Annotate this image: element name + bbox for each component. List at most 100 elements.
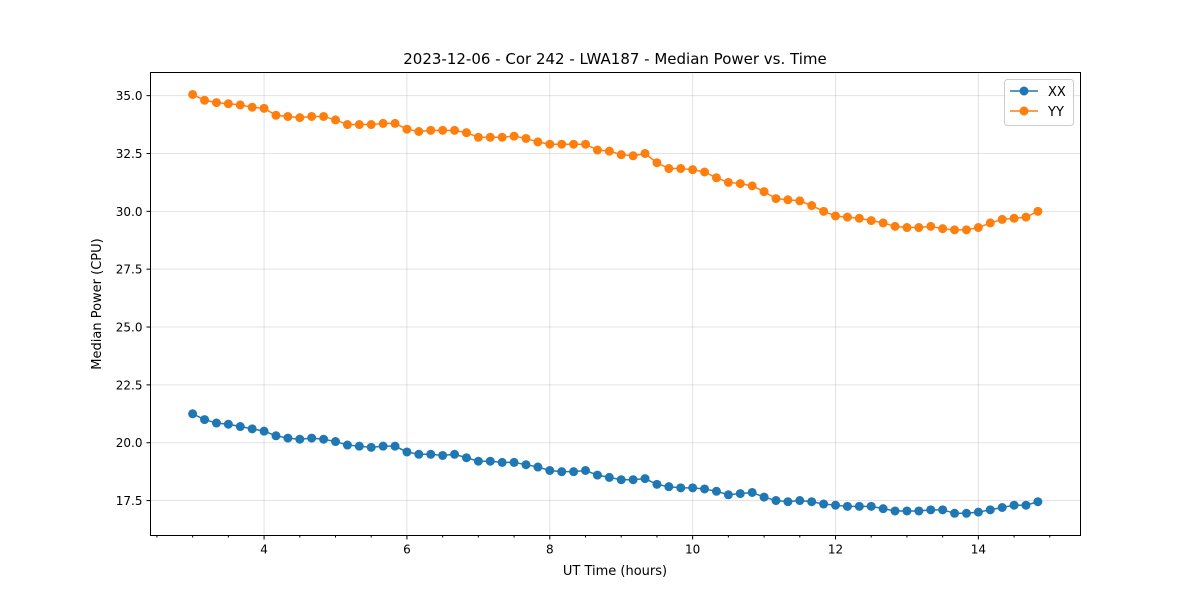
data-point-yy (473, 132, 483, 142)
y-tick-label: 22.5 (116, 378, 143, 392)
data-point-yy (759, 187, 769, 197)
data-point-yy (378, 118, 388, 128)
legend-label-yy: YY (1047, 105, 1064, 120)
data-point-yy (366, 120, 376, 130)
legend-label-xx: XX (1048, 85, 1066, 100)
data-point-yy (604, 146, 614, 156)
data-point-yy (426, 125, 436, 135)
data-point-xx (581, 465, 591, 475)
data-point-xx (854, 501, 864, 511)
data-point-xx (985, 505, 995, 515)
series-xx (188, 409, 1043, 518)
data-point-yy (700, 167, 710, 177)
data-point-xx (711, 486, 721, 496)
data-point-xx (331, 437, 341, 447)
data-point-xx (545, 465, 555, 475)
data-point-xx (973, 507, 983, 517)
data-point-xx (842, 501, 852, 511)
data-point-yy (711, 173, 721, 183)
data-point-yy (461, 128, 471, 138)
ticks: 4 6 8 10 12 14 17.5 20.0 22.5 25.0 27.5 30.0 32.5 35.… (116, 89, 1051, 557)
data-point-xx (319, 434, 329, 444)
data-point-xx (831, 500, 841, 510)
data-point-xx (473, 456, 483, 466)
data-point-yy (414, 127, 424, 137)
data-point-yy (533, 137, 543, 147)
data-point-xx (771, 496, 781, 506)
data-point-xx (307, 433, 317, 443)
series-layer (188, 89, 1043, 518)
data-point-yy (390, 118, 400, 128)
data-point-yy (961, 225, 971, 235)
data-point-yy (271, 110, 281, 120)
data-point-yy (438, 125, 448, 135)
data-point-xx (366, 442, 376, 452)
data-point-yy (569, 139, 579, 149)
data-point-yy (854, 213, 864, 223)
data-point-xx (914, 506, 924, 516)
legend: XX YY (1004, 79, 1074, 126)
data-point-xx (223, 419, 233, 429)
data-point-xx (426, 449, 436, 459)
data-point-yy (842, 212, 852, 222)
data-point-xx (759, 492, 769, 502)
data-point-yy (902, 223, 912, 233)
data-point-yy (235, 100, 245, 110)
data-point-yy (188, 89, 198, 99)
data-point-xx (200, 415, 210, 425)
data-point-yy (283, 111, 293, 121)
data-point-xx (961, 508, 971, 518)
data-point-xx (902, 506, 912, 516)
data-point-yy (545, 139, 555, 149)
data-point-xx (688, 483, 698, 493)
data-point-yy (354, 120, 364, 130)
data-point-yy (509, 131, 519, 141)
data-point-yy (664, 164, 674, 174)
data-point-xx (676, 483, 686, 493)
data-point-xx (950, 508, 960, 518)
data-point-xx (640, 474, 650, 484)
data-point-xx (795, 496, 805, 506)
data-point-yy (497, 132, 507, 142)
data-point-yy (1009, 213, 1019, 223)
data-point-xx (247, 424, 257, 434)
data-point-xx (354, 441, 364, 451)
x-tick-label: 8 (546, 543, 554, 557)
data-point-yy (807, 201, 817, 211)
x-tick-label: 12 (828, 543, 843, 557)
y-tick-label: 35.0 (116, 89, 143, 103)
data-point-yy (1033, 206, 1043, 216)
y-tick-label: 17.5 (116, 494, 143, 508)
data-point-yy (735, 179, 745, 189)
data-point-yy (866, 216, 876, 226)
data-point-yy (997, 214, 1007, 224)
data-point-xx (342, 440, 352, 450)
data-point-xx (378, 441, 388, 451)
data-point-yy (747, 181, 757, 191)
data-point-xx (604, 472, 614, 482)
y-axis-label: Median Power (CPU) (90, 238, 105, 369)
data-point-yy (450, 125, 460, 135)
data-point-xx (1033, 497, 1043, 507)
data-point-xx (438, 450, 448, 460)
data-point-xx (295, 434, 305, 444)
data-point-yy (616, 150, 626, 160)
data-point-yy (485, 132, 495, 142)
data-point-yy (402, 124, 412, 134)
data-point-xx (188, 409, 198, 419)
data-point-yy (831, 211, 841, 221)
data-point-xx (569, 467, 579, 477)
data-point-xx (235, 422, 245, 432)
data-point-xx (461, 453, 471, 463)
data-point-yy (973, 223, 983, 233)
data-point-xx (402, 447, 412, 457)
y-tick-label: 25.0 (116, 321, 143, 335)
data-point-xx (819, 499, 829, 509)
data-point-yy (795, 196, 805, 206)
data-point-yy (592, 145, 602, 155)
data-point-xx (807, 497, 817, 507)
data-point-xx (652, 479, 662, 489)
data-point-yy (295, 113, 305, 123)
data-point-xx (878, 504, 888, 514)
data-point-xx (628, 475, 638, 485)
